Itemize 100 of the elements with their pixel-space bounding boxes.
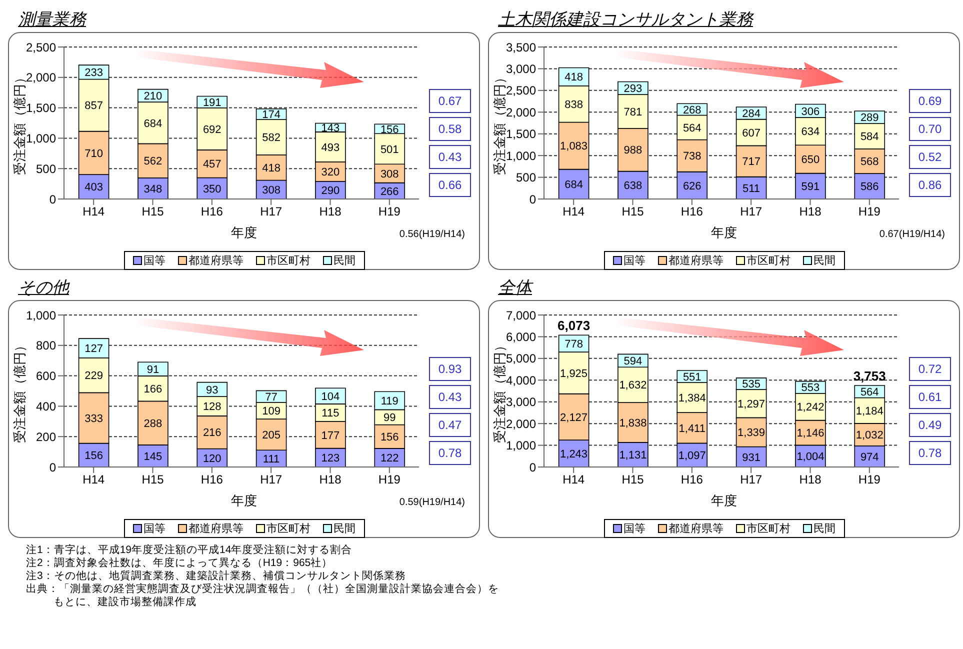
data-label: 778 xyxy=(564,338,583,350)
y-tick-label: 400 xyxy=(36,399,56,414)
data-label: 115 xyxy=(322,408,340,420)
data-label: 1,146 xyxy=(796,428,824,440)
chart-title: 全体 xyxy=(497,277,534,299)
legend-label: 都道府県等 xyxy=(668,254,724,268)
x-tick-label: H14 xyxy=(562,472,585,487)
legend-label: 民間 xyxy=(812,522,836,536)
legend-label: 国等 xyxy=(142,254,166,268)
data-label: 493 xyxy=(321,142,340,154)
y-axis-title: 受注金額（億円） xyxy=(11,339,28,443)
data-label: 1,838 xyxy=(619,417,647,430)
data-label: 692 xyxy=(202,124,222,136)
data-label: 584 xyxy=(860,131,879,144)
x-tick-label: H19 xyxy=(378,204,401,219)
text: 0.43 xyxy=(429,145,471,169)
y-tick-label: 3,000 xyxy=(506,62,536,76)
legend-label: 国等 xyxy=(622,522,646,536)
data-label: 511 xyxy=(742,182,760,195)
data-label: 553 xyxy=(801,382,820,394)
data-label: 145 xyxy=(144,450,162,463)
data-label: 1,004 xyxy=(796,451,824,464)
data-label: 418 xyxy=(262,162,280,174)
x-tick-label: H18 xyxy=(319,472,342,487)
data-label: 591 xyxy=(801,181,820,194)
legend-label: 民間 xyxy=(332,254,356,268)
x-axis-title: 年度 xyxy=(231,225,257,240)
y-tick-label: 2,500 xyxy=(506,84,536,98)
data-label: 1,083 xyxy=(560,140,588,153)
data-label: 781 xyxy=(624,106,642,118)
x-tick-label: H19 xyxy=(858,472,881,487)
text: 0.58 xyxy=(429,117,471,141)
legend-label: 国等 xyxy=(142,522,166,536)
data-label: 418 xyxy=(564,72,583,84)
data-label: 501 xyxy=(380,144,399,156)
x-tick-label: H17 xyxy=(260,204,282,219)
data-label: 289 xyxy=(860,112,879,124)
data-label: 568 xyxy=(860,156,879,168)
y-tick-label: 1,000 xyxy=(506,438,536,453)
data-label: 109 xyxy=(262,406,280,418)
data-label: 308 xyxy=(380,168,399,180)
data-label: 974 xyxy=(860,451,879,464)
y-tick-label: 6,000 xyxy=(506,330,536,344)
data-label: 562 xyxy=(144,156,162,168)
data-label: 684 xyxy=(144,118,162,130)
text: 0.70 xyxy=(909,117,951,141)
data-label: 1,632 xyxy=(619,380,647,392)
y-tick-label: 0 xyxy=(49,192,56,206)
data-label: 166 xyxy=(144,383,162,396)
data-label: 104 xyxy=(321,390,340,403)
x-tick-label: H19 xyxy=(858,204,881,219)
data-label: 551 xyxy=(682,371,702,384)
legend-label: 市区町村 xyxy=(746,522,790,536)
x-tick-label: H15 xyxy=(142,472,164,487)
y-tick-label: 200 xyxy=(36,430,56,444)
data-label: 594 xyxy=(624,356,642,368)
data-label: 1,242 xyxy=(796,402,824,414)
data-label: 1,297 xyxy=(738,398,766,411)
data-label: 1,131 xyxy=(619,450,647,462)
data-label: 1,243 xyxy=(560,448,588,460)
x-tick-label: H16 xyxy=(200,204,224,219)
y-tick-label: 2,000 xyxy=(26,70,56,85)
x-tick-label: H16 xyxy=(200,472,224,487)
data-label: 350 xyxy=(202,183,222,196)
data-label: 1,925 xyxy=(560,368,588,380)
text: 注2：調査対象会社数は、年度によって異なる（H19：965社） xyxy=(26,557,334,570)
data-label: 1,184 xyxy=(856,405,884,418)
data-label: 564 xyxy=(682,122,702,134)
total-label: 3,753 xyxy=(853,368,886,384)
data-label: 457 xyxy=(202,158,222,171)
data-label: 634 xyxy=(801,126,820,138)
legend-label: 国等 xyxy=(622,254,646,268)
data-label: 111 xyxy=(262,453,280,466)
y-tick-label: 0 xyxy=(49,460,56,474)
x-tick-label: H19 xyxy=(378,472,401,487)
text: 0.67(H19/H14) xyxy=(879,229,945,240)
data-label: 293 xyxy=(624,83,642,96)
data-label: 306 xyxy=(801,106,820,118)
legend-label: 民間 xyxy=(332,522,356,536)
text: 0.43 xyxy=(429,385,471,409)
data-label: 988 xyxy=(624,144,642,157)
data-label: 607 xyxy=(742,127,760,140)
text: 0.72 xyxy=(909,357,951,381)
text: 0.52 xyxy=(909,145,951,169)
y-tick-label: 500 xyxy=(36,162,56,176)
legend-label: 都道府県等 xyxy=(668,522,724,536)
data-label: 857 xyxy=(84,100,103,112)
data-label: 2,127 xyxy=(560,412,588,424)
y-tick-label: 2,000 xyxy=(506,416,536,431)
text: 0.56(H19/H14) xyxy=(399,229,465,240)
data-label: 99 xyxy=(384,412,396,424)
text: 注3：その他は、地質調査業務、建築設計業務、補償コンサルタント関係業務 xyxy=(26,570,407,583)
legend-label: 市区町村 xyxy=(746,254,790,268)
x-axis-title: 年度 xyxy=(710,493,738,509)
x-tick-label: H14 xyxy=(562,204,585,219)
data-label: 268 xyxy=(682,104,702,116)
x-tick-label: H15 xyxy=(622,204,644,219)
data-label: 650 xyxy=(801,154,820,166)
x-tick-label: H17 xyxy=(260,472,282,487)
data-label: 838 xyxy=(564,98,583,111)
